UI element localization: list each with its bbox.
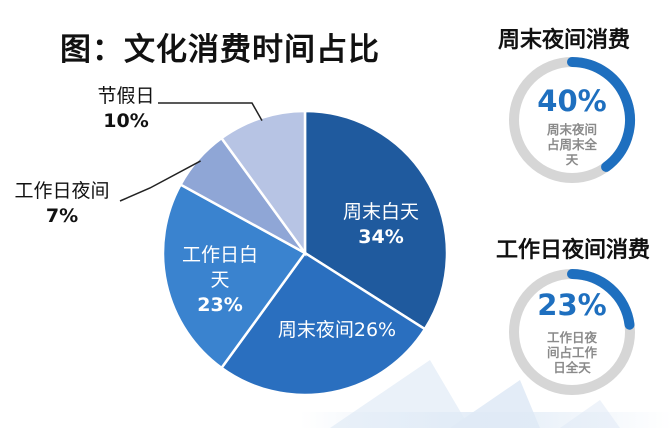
slice-label-pct: 23%	[197, 294, 243, 316]
leader-line-weekday-night	[119, 160, 201, 202]
chart-title: 图：文化消费时间占比	[60, 32, 380, 68]
caption-line: 天	[565, 152, 579, 167]
caption-line: 占周末全	[546, 137, 597, 152]
weekday-night-caption: 工作日夜 间占工作 日全天	[532, 330, 612, 375]
slice-label-text: 节假日	[97, 85, 155, 107]
leader-line-holiday	[158, 102, 263, 122]
weekend-night-donut-arc	[567, 57, 635, 172]
slice-label-text: 周末夜间26%	[277, 319, 397, 341]
slice-label-pct: 7%	[45, 205, 79, 227]
slice-label-weekend-night: 周末夜间26%	[262, 318, 412, 343]
slice-label-text: 周末白天	[342, 201, 419, 223]
weekend-night-caption: 周末夜间 占周末全 天	[532, 122, 612, 167]
caption-line: 日全天	[553, 360, 591, 375]
slice-label-weekend-day: 周末白天 34%	[326, 200, 436, 250]
pie-slice-weekday-day	[161, 182, 307, 370]
slice-label-pct: 10%	[103, 110, 149, 132]
weekday-night-pct: 23%	[537, 288, 607, 322]
slice-label-weekday-day: 工作日白 天 23%	[168, 243, 272, 318]
slice-label-line2: 天	[210, 269, 230, 291]
weekday-night-donut	[509, 269, 635, 395]
caption-line: 间占工作	[546, 345, 597, 360]
slice-label-text: 工作日夜间	[14, 180, 110, 202]
weekend-night-donut	[509, 57, 635, 183]
decor-bar	[300, 412, 672, 428]
caption-line: 周末夜间	[546, 122, 597, 137]
weekend-night-pct: 40%	[537, 84, 607, 118]
slice-label-weekday-night: 工作日夜间 7%	[0, 179, 124, 229]
slice-label-line1: 工作日白	[181, 244, 258, 266]
pie-slice-weekend-night	[219, 251, 427, 397]
decor-shape	[330, 360, 470, 428]
weekday-night-donut-arc	[567, 269, 635, 330]
slice-label-holiday: 节假日 10%	[84, 84, 168, 134]
slice-label-pct: 34%	[358, 226, 404, 248]
caption-line: 工作日夜	[546, 330, 597, 345]
weekend-night-title: 周末夜间消费	[498, 28, 631, 53]
weekday-night-title: 工作日夜间消费	[496, 238, 651, 263]
